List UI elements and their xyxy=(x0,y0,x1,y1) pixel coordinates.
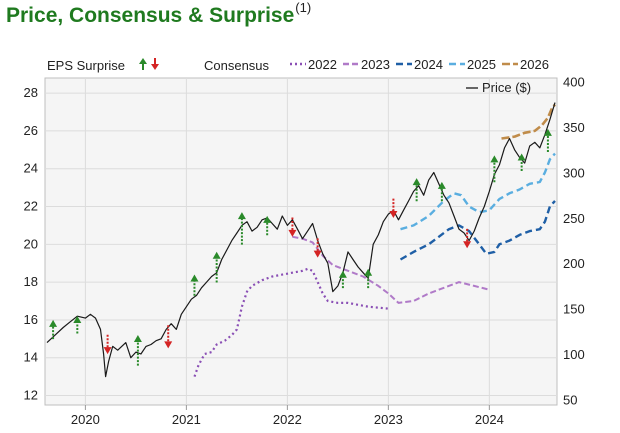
x-tick-label: 2023 xyxy=(374,412,403,427)
x-tick-label: 2022 xyxy=(273,412,302,427)
x-tick-label: 2024 xyxy=(475,412,504,427)
price-line xyxy=(46,102,556,378)
y-left-tick-label: 26 xyxy=(24,123,38,138)
legend-eps-surprise-label: EPS Surprise xyxy=(47,58,125,73)
plot-area xyxy=(44,77,558,406)
eps-surprise-up-arrow xyxy=(212,251,221,283)
y-right-tick-label: 150 xyxy=(563,302,585,317)
legend-consensus-series: 2022 2023 2024 2025 2026 xyxy=(290,57,549,72)
eps-surprise-up-arrow xyxy=(338,270,347,289)
legend-label-2024: 2024 xyxy=(414,57,443,72)
eps-surprise-up-arrow xyxy=(517,153,526,171)
y-right-tick-label: 300 xyxy=(563,165,585,180)
legend-consensus-label: Consensus xyxy=(204,58,270,73)
eps-surprise-down-arrow xyxy=(389,198,398,218)
eps-surprise-down-arrow xyxy=(313,238,322,258)
consensus-series-layer xyxy=(193,103,557,377)
y-left-tick-label: 16 xyxy=(24,312,38,327)
x-tick-label: 2020 xyxy=(71,412,100,427)
legend-label-2025: 2025 xyxy=(467,57,496,72)
eps-down-arrow-icon xyxy=(151,58,159,70)
eps-up-arrow-icon xyxy=(139,58,147,70)
eps-surprise-down-arrow xyxy=(164,325,173,349)
eps-surprise-up-arrow xyxy=(73,316,82,334)
consensus-line-2022 xyxy=(193,267,389,377)
eps-surprise-down-arrow xyxy=(103,334,112,355)
y-right-tick-label: 350 xyxy=(563,120,585,135)
title-footnote-marker: (1) xyxy=(295,0,312,15)
x-tick-label: 2021 xyxy=(172,412,201,427)
eps-surprise-up-arrow xyxy=(133,334,142,366)
eps-surprise-up-arrow xyxy=(490,155,499,183)
eps-surprise-up-arrow xyxy=(364,268,373,289)
eps-surprise-down-arrow xyxy=(463,228,472,249)
chart-title: Price, Consensus & Surprise xyxy=(6,4,295,27)
price-line-layer xyxy=(46,102,556,378)
legend-label-2022: 2022 xyxy=(308,57,337,72)
y-right-tick-label: 50 xyxy=(563,392,577,407)
y-right-tick-label: 200 xyxy=(563,256,585,271)
y-right-tick-label: 400 xyxy=(563,75,585,90)
y-right-tick-label: 100 xyxy=(563,347,585,362)
eps-surprise-up-arrow xyxy=(437,181,446,202)
legend-price-label: Price ($) xyxy=(482,80,531,95)
legend-label-2026: 2026 xyxy=(520,57,549,72)
y-left-tick-label: 24 xyxy=(24,161,38,176)
y-left-tick-label: 12 xyxy=(24,388,38,403)
consensus-line-2026 xyxy=(501,103,557,140)
y-left-tick-label: 14 xyxy=(24,350,38,365)
eps-surprise-up-arrow xyxy=(237,212,246,245)
y-left-tick-label: 18 xyxy=(24,274,38,289)
consensus-line-2025 xyxy=(400,152,556,231)
chart-title-block: Price, Consensus & Surprise(1) xyxy=(6,0,311,28)
eps-surprise-up-arrow xyxy=(190,274,199,296)
legend-price: Price ($) xyxy=(466,80,531,95)
y-left-tick-label: 28 xyxy=(24,85,38,100)
y-right-tick-label: 250 xyxy=(563,211,585,226)
legend-label-2023: 2023 xyxy=(361,57,390,72)
eps-surprise-down-arrow xyxy=(288,217,297,237)
y-left-tick-label: 22 xyxy=(24,199,38,214)
axes-layer: 1214161820222426285010015020025030035040… xyxy=(24,75,585,427)
eps-surprise-up-arrow xyxy=(412,178,421,202)
y-left-tick-label: 20 xyxy=(24,236,38,251)
eps-surprise-up-arrow xyxy=(263,215,272,236)
eps-surprise-up-arrow xyxy=(543,128,552,153)
consensus-line-2024 xyxy=(399,200,556,261)
eps-surprise-up-arrow xyxy=(49,319,58,340)
eps-surprise-layer xyxy=(49,128,552,366)
